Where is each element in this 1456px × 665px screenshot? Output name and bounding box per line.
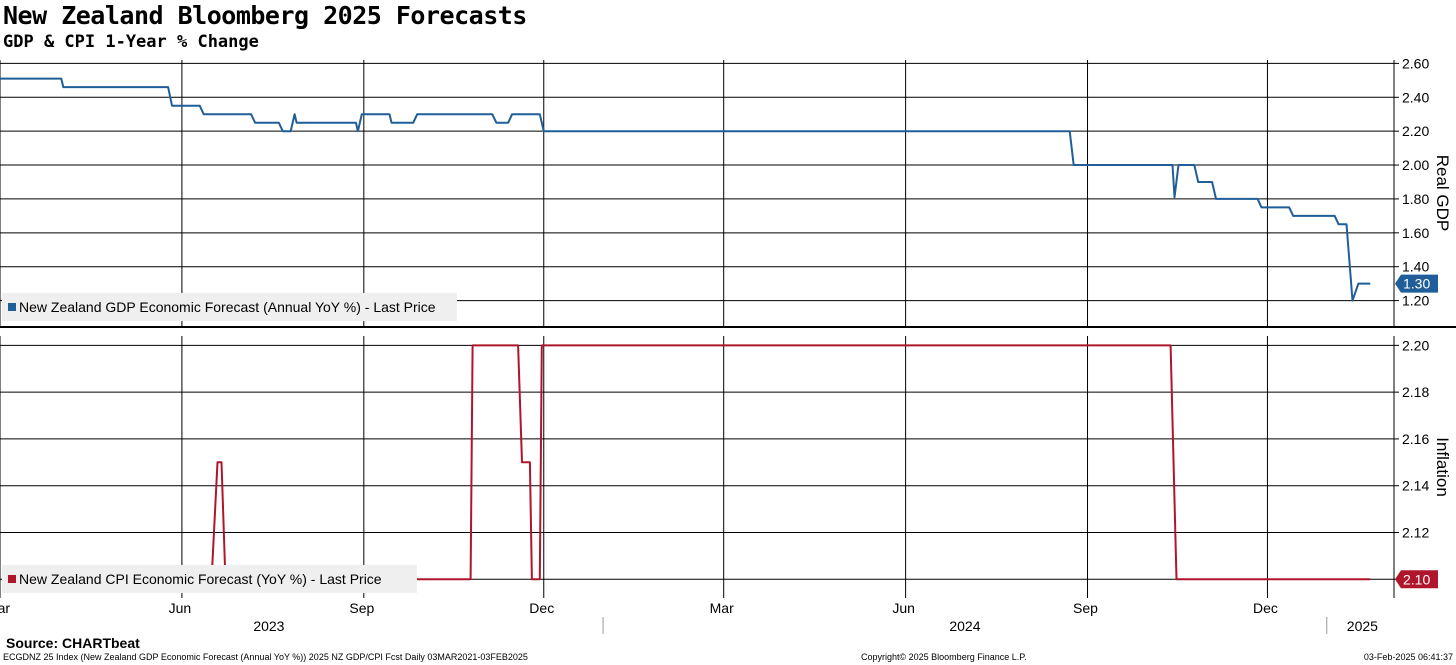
gdp-legend-swatch xyxy=(8,303,16,311)
gdp-last-value-label: 1.30 xyxy=(1403,276,1430,292)
x-year-label: 2023 xyxy=(253,618,284,634)
gdp-legend-box xyxy=(2,293,457,321)
footer-timestamp: 03-Feb-2025 06:41:37 xyxy=(1363,652,1453,662)
chart-subtitle: GDP & CPI 1-Year % Change xyxy=(3,32,259,52)
cpi-y-tick-label: 2.12 xyxy=(1402,525,1429,541)
gdp-legend-label: New Zealand GDP Economic Forecast (Annua… xyxy=(19,299,436,315)
gdp-y-tick-label: 1.60 xyxy=(1402,225,1429,241)
cpi-y-tick-label: 2.20 xyxy=(1402,337,1429,353)
cpi-legend-box xyxy=(2,565,417,593)
gdp-y-tick-label: 1.20 xyxy=(1402,293,1429,309)
x-year-label: 2024 xyxy=(949,618,980,634)
cpi-last-value-label: 2.10 xyxy=(1403,571,1430,587)
gdp-y-tick-label: 2.20 xyxy=(1402,123,1429,139)
x-tick-label: Dec xyxy=(1253,600,1278,616)
cpi-y-tick-label: 2.14 xyxy=(1402,478,1429,494)
x-year-label: 2025 xyxy=(1347,618,1378,634)
footer-copyright: Copyright© 2025 Bloomberg Finance L.P. xyxy=(861,652,1027,662)
cpi-legend-swatch xyxy=(8,575,16,583)
x-tick-label: Mar xyxy=(710,600,734,616)
gdp-y-tick-label: 1.40 xyxy=(1402,259,1429,275)
x-tick-label: Jun xyxy=(892,600,915,616)
gdp-y-tick-label: 2.00 xyxy=(1402,157,1429,173)
gdp-y-tick-label: 1.80 xyxy=(1402,191,1429,207)
gdp-last-value-marker xyxy=(1395,274,1438,293)
gdp-axis-title: Real GDP xyxy=(1433,155,1452,232)
x-tick-label: Mar xyxy=(0,600,10,616)
source-note: Source: CHARTbeat xyxy=(6,635,140,651)
x-tick-label: Sep xyxy=(349,600,374,616)
x-tick-label: Jun xyxy=(169,600,192,616)
x-tick-label: Sep xyxy=(1073,600,1098,616)
cpi-y-tick-label: 2.16 xyxy=(1402,431,1429,447)
cpi-last-value-marker xyxy=(1395,570,1438,589)
gdp-series-line xyxy=(0,77,1371,302)
cpi-legend-label: New Zealand CPI Economic Forecast (YoY %… xyxy=(19,571,382,587)
cpi-axis-title: Inflation xyxy=(1433,437,1452,497)
x-tick-label: Dec xyxy=(529,600,554,616)
footer-description: ECGDNZ 25 Index (New Zealand GDP Economi… xyxy=(3,652,528,662)
cpi-series-line xyxy=(61,344,1371,581)
chart-title: New Zealand Bloomberg 2025 Forecasts xyxy=(3,1,527,30)
gdp-y-tick-label: 2.60 xyxy=(1402,55,1429,71)
gdp-y-tick-label: 2.40 xyxy=(1402,89,1429,105)
cpi-y-tick-label: 2.18 xyxy=(1402,384,1429,400)
